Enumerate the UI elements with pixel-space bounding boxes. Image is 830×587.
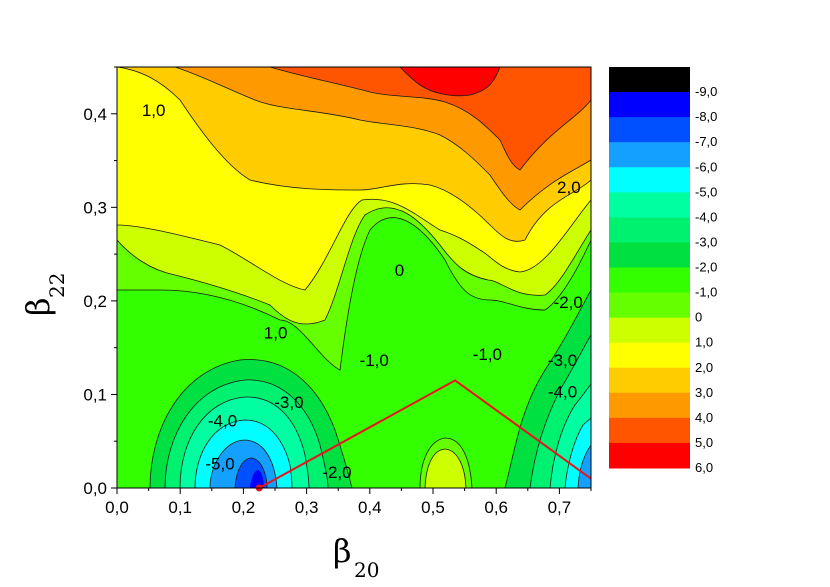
- contour-fill: [117, 67, 591, 488]
- colorbar-swatch: [609, 242, 690, 268]
- colorbar-label: 6,0: [695, 460, 713, 475]
- colorbar: -9,0 -8,0 -7,0 -6,0 -5,0 -4,0 -3,0 -2,0 -1,0 0 1,0…: [609, 67, 717, 475]
- contour-label: -3,0: [274, 393, 303, 412]
- colorbar-swatch: [609, 292, 690, 319]
- x-tick-label: 0,2: [232, 498, 256, 517]
- colorbar-label: -4,0: [695, 209, 717, 224]
- contour-labels: 1,0 2,0 0 -2,0 1,0 -1,0 -1,0 -3,0 -3,0 -4,0 -4,0 -5…: [142, 101, 583, 482]
- contour-label: -1,0: [473, 345, 502, 364]
- x-tick-label: 0,5: [421, 498, 445, 517]
- colorbar-swatch: [609, 142, 690, 168]
- colorbar-swatch: [609, 117, 690, 143]
- x-tick-label: 0,6: [484, 498, 508, 517]
- colorbar-label: 5,0: [695, 435, 713, 450]
- x-tick-label: 0,0: [105, 498, 129, 517]
- y-axis: 0,0 0,1 0,2 0,3 0,4: [83, 66, 117, 498]
- contour-label: -2,0: [554, 293, 583, 312]
- colorbar-label: 2,0: [695, 360, 713, 375]
- y-axis-title: β 22: [19, 273, 69, 316]
- x-tick-label: 0,3: [295, 498, 319, 517]
- x-tick-label: 0,1: [168, 498, 192, 517]
- y-tick-label: 0,2: [83, 292, 107, 311]
- y-tick-label: 0,3: [83, 198, 107, 217]
- contour-label: -1,0: [360, 351, 389, 370]
- plot-frame: [116, 66, 592, 489]
- y-axis-title-subscript: 22: [45, 273, 69, 298]
- level-region-6: [400, 67, 500, 96]
- colorbar-swatch: [609, 392, 690, 419]
- colorbar-label: 1,0: [695, 335, 713, 350]
- colorbar-label: -9,0: [695, 84, 717, 99]
- colorbar-swatch: [609, 317, 690, 344]
- colorbar-swatch: [609, 167, 690, 193]
- colorbar-swatch: [609, 442, 690, 469]
- level-region--8-left: [250, 470, 264, 488]
- colorbar-swatch: [609, 192, 690, 218]
- x-axis-title: β 20: [333, 532, 379, 582]
- contour-label: -3,0: [548, 351, 577, 370]
- colorbar-swatch: [609, 267, 690, 294]
- x-axis: 0,0 0,1 0,2 0,3 0,4 0,5 0,6 0,7: [105, 488, 592, 517]
- colorbar-swatch: [609, 92, 690, 118]
- colorbar-swatch: [609, 367, 690, 394]
- contour-label: 1,0: [142, 101, 166, 120]
- path-line: [258, 379, 592, 489]
- colorbar-label: 0: [695, 310, 702, 325]
- y-axis-title-symbol: β: [19, 298, 57, 317]
- contour-label: -5,0: [205, 455, 234, 474]
- contour-label: 0: [395, 261, 404, 280]
- colorbar-swatch: [609, 342, 690, 369]
- level-region-1-bottom: [425, 449, 466, 488]
- contour-label: 1,0: [264, 324, 288, 343]
- y-tick-label: 0,4: [83, 105, 107, 124]
- colorbar-swatch: [609, 67, 690, 93]
- colorbar-label: -7,0: [695, 134, 717, 149]
- level-region-5: [270, 67, 591, 170]
- colorbar-swatch: [609, 217, 690, 243]
- contour-label: -2,0: [322, 463, 351, 482]
- y-tick-label: 0,1: [83, 385, 107, 404]
- contour-label: -4,0: [208, 412, 237, 431]
- contour-label: -4,0: [548, 383, 577, 402]
- x-tick-label: 0,7: [548, 498, 572, 517]
- x-axis-title-symbol: β: [333, 532, 352, 570]
- colorbar-label: -3,0: [695, 234, 717, 249]
- x-tick-label: 0,4: [358, 498, 382, 517]
- y-tick-label: 0,0: [83, 479, 107, 498]
- colorbar-label: -5,0: [695, 184, 717, 199]
- contour-label: 2,0: [557, 178, 581, 197]
- colorbar-label: -6,0: [695, 159, 717, 174]
- x-axis-title-subscript: 20: [354, 558, 379, 582]
- colorbar-label: 3,0: [695, 385, 713, 400]
- colorbar-label: 4,0: [695, 410, 713, 425]
- contour-lines: [117, 67, 591, 488]
- colorbar-label: -1,0: [695, 285, 717, 300]
- colorbar-label: -2,0: [695, 260, 717, 275]
- colorbar-swatch: [609, 417, 690, 444]
- colorbar-label: -8,0: [695, 109, 717, 124]
